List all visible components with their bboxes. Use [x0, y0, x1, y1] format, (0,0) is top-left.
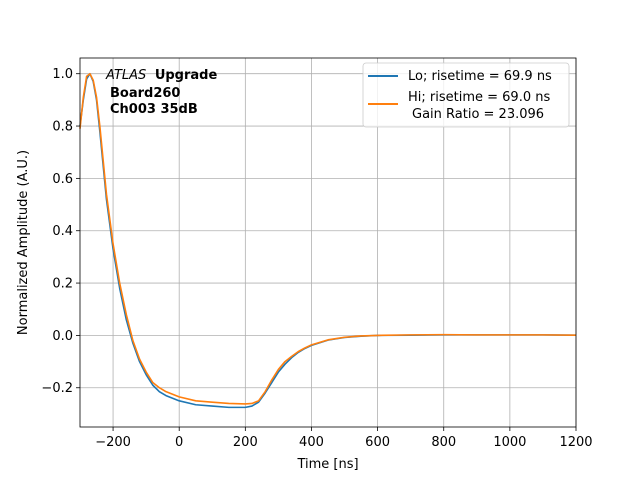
y-tick-label: −0.2 [41, 381, 73, 396]
annotation-channel: Ch003 35dB [110, 102, 198, 117]
legend-label-gain-ratio: Gain Ratio = 23.096 [412, 107, 544, 122]
x-tick-label: 200 [233, 435, 258, 450]
y-axis-label: Normalized Amplitude (A.U.) [16, 150, 31, 335]
series-line-1 [79, 72, 577, 405]
legend-box [362, 62, 570, 128]
plot-frame [79, 57, 577, 428]
series-layer [79, 72, 577, 409]
annotation-experiment: ATLAS [105, 68, 146, 83]
y-tick-label: 0.2 [52, 277, 73, 292]
x-axis: −200 0 200 400 600 800 1000 1200 [95, 427, 593, 450]
annotation-board: Board260 [110, 86, 180, 101]
x-tick-label: 600 [365, 435, 390, 450]
x-axis-label: Time [ns] [296, 457, 358, 472]
x-tick-label: 800 [431, 435, 456, 450]
legend: Lo; risetime = 69.9 ns Hi; risetime = 69… [362, 62, 570, 128]
x-tick-label: 1000 [493, 435, 526, 450]
y-tick-label: 1.0 [52, 67, 73, 82]
y-tick-label: 0.0 [52, 329, 73, 344]
legend-label-lo: Lo; risetime = 69.9 ns [408, 69, 552, 84]
x-tick-label: 1200 [559, 435, 592, 450]
y-tick-label: 0.4 [52, 224, 73, 239]
annotation-tag: Upgrade [155, 68, 218, 83]
y-tick-label: 0.8 [52, 120, 73, 135]
x-tick-label: −200 [95, 435, 131, 450]
x-tick-label: 0 [175, 435, 183, 450]
atlas-annotation: ATLAS Upgrade Board260 Ch003 35dB [105, 68, 217, 117]
x-tick-label: 400 [299, 435, 324, 450]
y-axis: −0.2 0.0 0.2 0.4 0.6 0.8 1.0 [41, 67, 80, 396]
legend-label-hi: Hi; risetime = 69.0 ns [408, 90, 550, 105]
svg-text:ATLAS Upgrade: ATLAS Upgrade [105, 68, 217, 83]
y-tick-label: 0.6 [52, 172, 73, 187]
series-1 [79, 72, 577, 405]
